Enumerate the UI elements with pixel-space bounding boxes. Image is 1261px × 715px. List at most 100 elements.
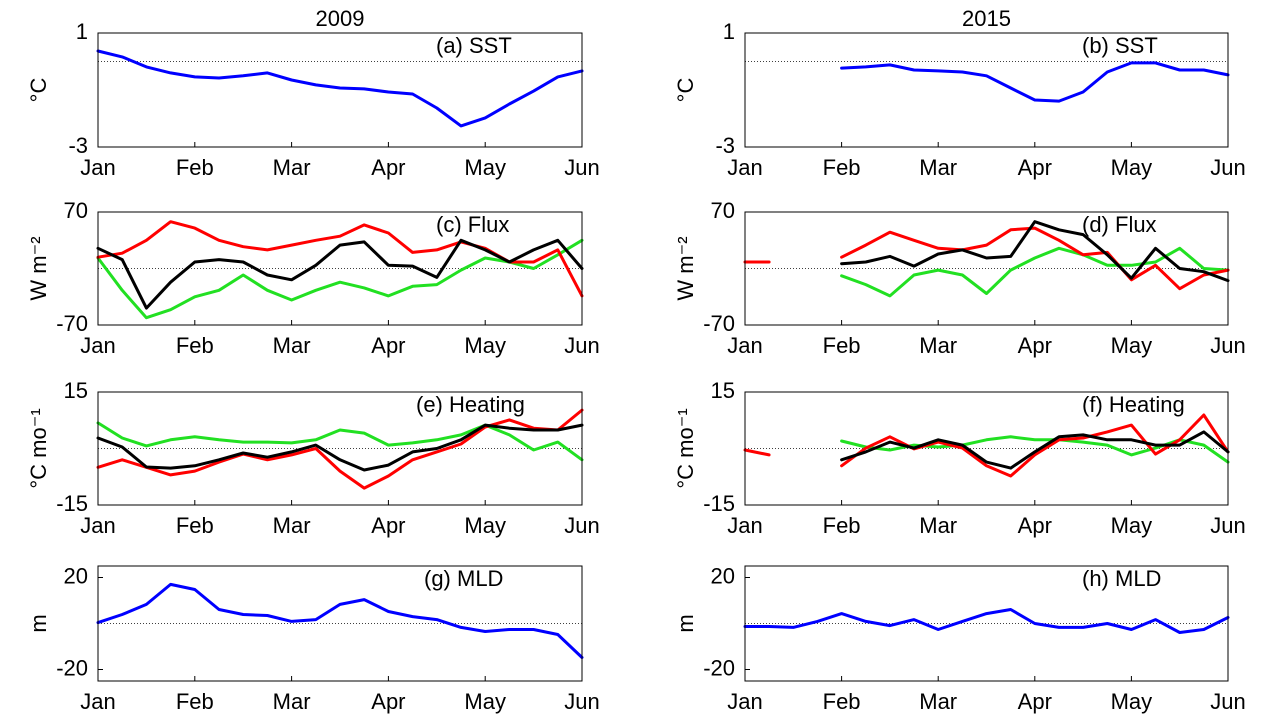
y-axis-label: W m⁻² (26, 236, 51, 300)
x-tick-label: Jan (727, 513, 762, 538)
y-axis-label: °C (26, 78, 51, 103)
y-tick-label: 20 (64, 563, 88, 588)
series-line (96, 421, 584, 462)
panel-annotation: (f) Heating (1082, 392, 1185, 417)
x-tick-label: Jan (80, 333, 115, 358)
x-tick-label: Apr (371, 155, 405, 180)
panel-annotation: (h) MLD (1082, 566, 1161, 591)
panel-annotation: (d) Flux (1082, 212, 1157, 237)
x-tick-label: Jan (80, 155, 115, 180)
x-tick-label: Feb (823, 333, 861, 358)
y-tick-label: 20 (711, 563, 735, 588)
axes-frame (97, 391, 583, 506)
panel-annotation: (b) SST (1082, 33, 1158, 58)
series-line (840, 246, 1230, 298)
panel-annotation: (g) MLD (424, 566, 503, 591)
x-tick-label: Jun (1210, 513, 1245, 538)
series-line (96, 220, 584, 298)
x-tick-label: Feb (823, 513, 861, 538)
series-line (743, 608, 1230, 634)
x-tick-label: Jan (80, 689, 115, 714)
x-tick-label: Feb (823, 689, 861, 714)
panel-annotation: (a) SST (436, 33, 512, 58)
x-tick-label: Mar (273, 333, 311, 358)
series-line (743, 226, 1230, 291)
series-line (96, 49, 584, 128)
x-tick-label: Feb (176, 513, 214, 538)
x-tick-label: Apr (1018, 513, 1052, 538)
x-tick-label: May (1111, 155, 1153, 180)
x-tick-label: May (464, 155, 506, 180)
x-tick-label: Jan (80, 513, 115, 538)
x-tick-label: Jun (1210, 689, 1245, 714)
series-line (96, 408, 584, 490)
y-tick-label: -15 (56, 491, 88, 516)
y-axis-label: W m⁻² (673, 236, 698, 300)
x-tick-label: Mar (273, 513, 311, 538)
x-tick-label: Jun (1210, 155, 1245, 180)
axes-frame (97, 211, 583, 326)
x-tick-label: Jan (727, 333, 762, 358)
y-tick-label: 70 (711, 198, 735, 223)
x-tick-label: Feb (176, 333, 214, 358)
series-line (96, 238, 584, 310)
x-tick-label: Apr (371, 513, 405, 538)
x-tick-label: May (1111, 333, 1153, 358)
axes-frame (97, 565, 583, 682)
panel-annotation: (e) Heating (416, 392, 525, 417)
x-tick-label: Jun (564, 513, 599, 538)
y-axis-label: °C mo⁻¹ (673, 408, 698, 488)
x-tick-label: Mar (919, 333, 957, 358)
x-tick-label: Mar (919, 155, 957, 180)
y-tick-label: -20 (703, 655, 735, 680)
series-line (96, 423, 584, 472)
x-tick-label: Jan (727, 689, 762, 714)
x-tick-label: Mar (919, 513, 957, 538)
y-tick-label: -70 (703, 311, 735, 336)
x-tick-label: May (1111, 689, 1153, 714)
series-line (96, 582, 584, 659)
y-tick-label: -15 (703, 491, 735, 516)
y-axis-label: m (26, 614, 51, 632)
axes-frame (744, 391, 1229, 506)
x-tick-label: May (464, 333, 506, 358)
x-tick-label: Apr (1018, 333, 1052, 358)
x-tick-label: Jan (727, 155, 762, 180)
series-line (840, 220, 1230, 283)
column-title: 2015 (962, 6, 1011, 31)
y-tick-label: 15 (64, 378, 88, 403)
series-line (840, 430, 1230, 470)
y-tick-label: 70 (64, 198, 88, 223)
x-tick-label: Apr (1018, 155, 1052, 180)
x-tick-label: Apr (371, 689, 405, 714)
axes-frame (97, 32, 583, 148)
x-tick-label: May (464, 689, 506, 714)
x-tick-label: Mar (919, 689, 957, 714)
axes-frame (744, 32, 1229, 148)
x-tick-label: Mar (273, 689, 311, 714)
x-tick-label: Feb (176, 155, 214, 180)
series-line (96, 238, 584, 320)
y-tick-label: -20 (56, 655, 88, 680)
x-tick-label: Feb (176, 689, 214, 714)
x-tick-label: Jun (564, 689, 599, 714)
y-axis-label: °C mo⁻¹ (26, 408, 51, 488)
x-tick-label: Feb (823, 155, 861, 180)
x-tick-label: Mar (273, 155, 311, 180)
axes-frame (744, 211, 1229, 326)
y-tick-label: -3 (715, 133, 735, 158)
y-tick-label: 1 (76, 19, 88, 44)
series-line (840, 61, 1230, 103)
y-tick-label: 15 (711, 378, 735, 403)
x-tick-label: Jun (564, 333, 599, 358)
x-tick-label: May (1111, 513, 1153, 538)
y-axis-label: m (673, 614, 698, 632)
y-axis-label: °C (673, 78, 698, 103)
y-tick-label: -3 (68, 133, 88, 158)
y-tick-label: 1 (723, 19, 735, 44)
x-tick-label: May (464, 513, 506, 538)
x-tick-label: Jun (564, 155, 599, 180)
x-tick-label: Jun (1210, 333, 1245, 358)
axes-frame (744, 565, 1229, 682)
